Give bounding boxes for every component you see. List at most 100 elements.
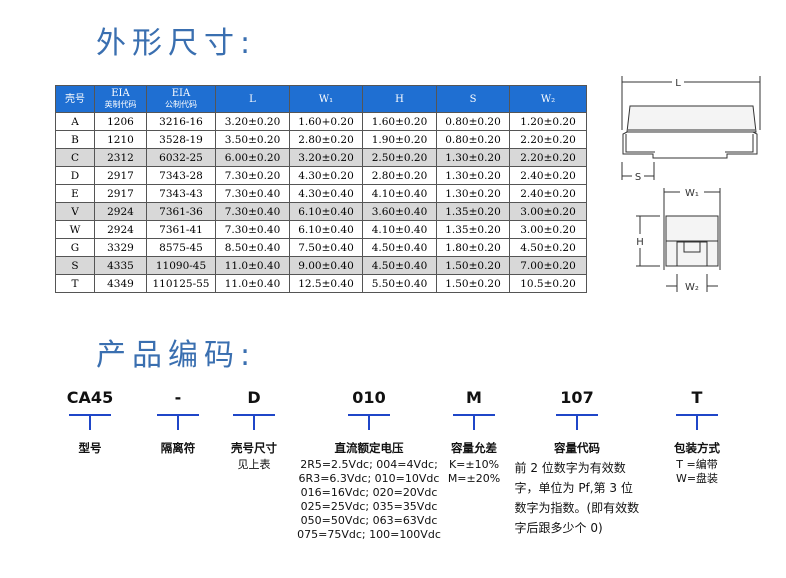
table-cell: 2924 [94, 202, 147, 221]
label-L: L [675, 78, 681, 89]
table-cell: 4.50±0.40 [362, 238, 437, 257]
table-cell: 1.50±0.20 [436, 274, 510, 293]
segment-title: 容量允差 [451, 441, 497, 455]
table-cell: 4.50±0.40 [362, 256, 437, 275]
table-cell: 2.80±0.20 [362, 166, 437, 185]
code-segment: - [174, 388, 182, 407]
table-cell: 2924 [94, 220, 147, 239]
table-row: T 4349 110125-55 11.0±0.40 12.5±0.40 5.50±0.4… [55, 274, 587, 293]
column-header: W₂ [509, 85, 587, 113]
code-segment: T [691, 388, 703, 407]
table-cell: 2.20±0.20 [509, 130, 587, 149]
segment-desc: 016=16Vdc; 020=20Vdc [300, 486, 438, 499]
segment-desc: 050=50Vdc; 063=63Vdc [300, 514, 438, 527]
table-cell: 4349 [94, 274, 147, 293]
table-cell: T [55, 274, 95, 293]
table-cell: 3.00±0.20 [509, 220, 587, 239]
table-cell: W [55, 220, 95, 239]
table-cell: 1.35±0.20 [436, 202, 510, 221]
table-cell: A [55, 112, 95, 131]
table-cell: D [55, 166, 95, 185]
table-cell: 0.80±0.20 [436, 130, 510, 149]
table-cell: 7343-28 [146, 166, 216, 185]
table-cell: 3.20±0.20 [289, 148, 363, 167]
table-cell: 10.5±0.20 [509, 274, 587, 293]
segment-desc: K=±10% [448, 458, 500, 471]
table-cell: 2.40±0.20 [509, 166, 587, 185]
segment-desc: W=盘装 [675, 472, 719, 485]
column-header: W₁ [289, 85, 363, 113]
table-cell: 5.50±0.40 [362, 274, 437, 293]
table-cell: 11.0±0.40 [215, 274, 290, 293]
segment-title: 型号 [78, 441, 102, 455]
table-cell: 11.0±0.40 [215, 256, 290, 275]
table-cell: 1.80±0.20 [436, 238, 510, 257]
table-cell: 2.40±0.20 [509, 184, 587, 203]
table-cell: 1.50±0.20 [436, 256, 510, 275]
section-title-part-code: 产品编码: [96, 338, 257, 373]
tee-connector-icon [676, 414, 718, 430]
code-segment-label: 壳号尺寸 见上表 [231, 440, 277, 472]
table-cell: 7343-43 [146, 184, 216, 203]
table-cell: 2917 [94, 184, 147, 203]
table-cell: 3329 [94, 238, 147, 257]
column-header: 壳号 [55, 85, 95, 113]
segment-desc: M=±20% [447, 472, 501, 485]
table-cell: 110125-55 [146, 274, 216, 293]
header-main: S [469, 93, 477, 105]
table-cell: 1210 [94, 130, 147, 149]
header-main: EIA [171, 88, 191, 99]
section-title-dimensions: 外形尺寸: [96, 26, 257, 61]
segment-desc: 见上表 [237, 458, 271, 471]
column-header: H [362, 85, 437, 113]
table-cell: 7.00±0.20 [509, 256, 587, 275]
table-cell: 7.30±0.20 [215, 166, 290, 185]
table-cell: 2917 [94, 166, 147, 185]
table-cell: 8575-45 [146, 238, 216, 257]
header-sub: 英制代码 [104, 100, 137, 109]
column-header: EIA 英制代码 [94, 85, 147, 113]
code-segment-label: 容量允差 K=±10% M=±20% [448, 440, 500, 486]
table-cell: 8.50±0.40 [215, 238, 290, 257]
table-cell: G [55, 238, 95, 257]
segment-title: 直流额定电压 [334, 441, 404, 455]
table-cell: 6.00±0.20 [215, 148, 290, 167]
package-diagram: L S W₁ H W₂ [621, 76, 761, 293]
segment-desc: 前 2 位数字为有效数字，单位为 Pf,第 3 位数字为指数。(即有效数字后跟多… [514, 461, 640, 535]
table-cell: 7.30±0.40 [215, 184, 290, 203]
table-row: C 2312 6032-25 6.00±0.20 3.20±0.20 2.50±0.20 1… [55, 148, 587, 167]
table-row: W 2924 7361-41 7.30±0.40 6.10±0.40 4.10±0.40 1… [55, 220, 587, 239]
dim-W2: W₂ [666, 274, 718, 293]
header-sub: 公制代码 [165, 100, 197, 109]
table-cell: 7.30±0.40 [215, 220, 290, 239]
table-cell: 3528-19 [146, 130, 216, 149]
segment-title: 包装方式 [674, 441, 720, 455]
table-cell: 3.60±0.40 [362, 202, 437, 221]
table-cell: C [55, 148, 95, 167]
segment-desc: 6R3=6.3Vdc; 010=10Vdc [298, 472, 440, 485]
code-segment-label: 包装方式 T =编带 W=盘装 [674, 440, 720, 486]
code-segment-label: 容量代码 前 2 位数字为有效数字，单位为 Pf,第 3 位数字为指数。(即有效… [515, 440, 640, 538]
label-W1: W₁ [685, 188, 699, 199]
tee-connector-icon [69, 414, 111, 430]
tee-connector-icon [348, 414, 390, 430]
tee-connector-icon [453, 414, 495, 430]
table-cell: 11090-45 [146, 256, 216, 275]
table-cell: 1.35±0.20 [436, 220, 510, 239]
table-cell: 1.60+0.20 [289, 112, 363, 131]
table-cell: 1206 [94, 112, 147, 131]
table-cell: 12.5±0.40 [289, 274, 363, 293]
table-cell: 4.10±0.40 [362, 184, 437, 203]
table-cell: 2312 [94, 148, 147, 167]
table-cell: V [55, 202, 95, 221]
column-header: S [436, 85, 510, 113]
table-cell: S [55, 256, 95, 275]
header-main: EIA [111, 88, 130, 99]
table-cell: E [55, 184, 95, 203]
table-row: E 2917 7343-43 7.30±0.40 4.30±0.40 4.10±0.40 1… [55, 184, 587, 203]
label-H: H [636, 237, 644, 248]
dim-H: H [636, 215, 660, 267]
table-cell: 2.20±0.20 [509, 148, 587, 167]
table-cell: 1.90±0.20 [362, 130, 437, 149]
segment-title: 隔离符 [160, 441, 196, 455]
